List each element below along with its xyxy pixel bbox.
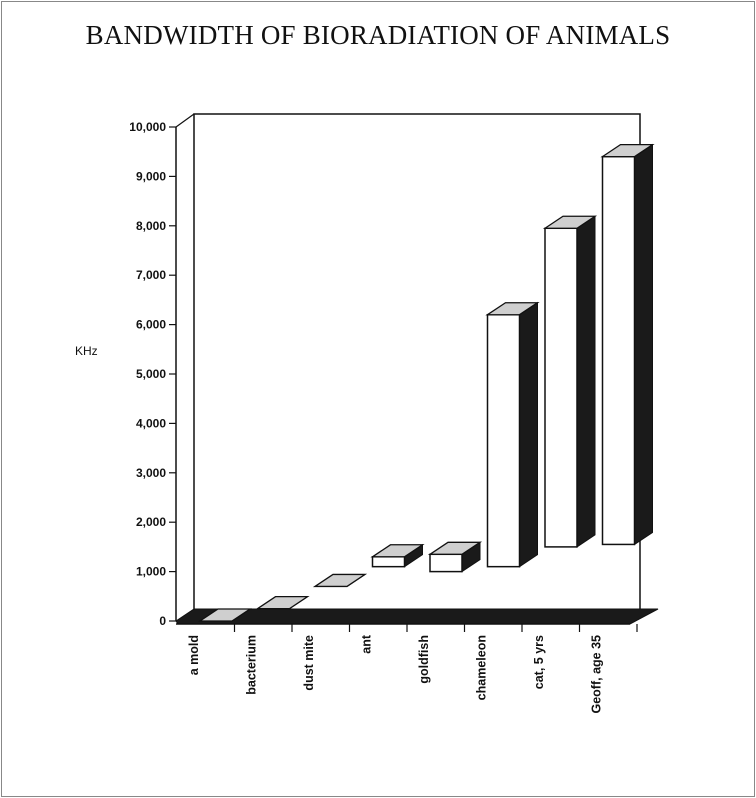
bar-front: [544, 227, 578, 548]
bar: [485, 301, 540, 568]
floor: [175, 608, 659, 625]
y-tick-label: 0: [159, 614, 166, 628]
bar-top: [427, 541, 483, 555]
x-tick-label: Geoff, age 35: [590, 635, 604, 714]
bar-top: [312, 573, 368, 588]
x-tick-label: goldfish: [417, 635, 431, 684]
bar-top: [255, 596, 310, 610]
chart-axes: [169, 113, 659, 632]
chart-bars: [197, 143, 655, 622]
bar-top: [197, 608, 253, 622]
y-tick-label: 7,000: [136, 268, 166, 282]
bar-front: [371, 556, 406, 568]
bar-top: [485, 302, 540, 316]
y-tick-label: 9,000: [136, 169, 166, 183]
x-tick-label: a mold: [187, 635, 201, 675]
y-tick-label: 10,000: [129, 120, 166, 134]
bar: [312, 573, 368, 588]
bar-side: [634, 143, 653, 546]
y-tick-label: 6,000: [136, 318, 166, 332]
y-tick-label: 4,000: [136, 416, 166, 430]
bar-front: [429, 553, 463, 573]
bar: [197, 608, 253, 622]
bar: [255, 596, 310, 610]
x-tick-label: bacterium: [245, 635, 259, 695]
y-tick-label: 2,000: [136, 515, 166, 529]
bar: [427, 541, 483, 573]
y-tick-label: 8,000: [136, 219, 166, 233]
bar-side: [576, 215, 596, 548]
bar: [542, 215, 598, 548]
x-tick-label: ant: [360, 634, 374, 654]
x-tick-label: cat, 5 yrs: [532, 635, 546, 689]
x-tick-label: chameleon: [475, 635, 489, 700]
y-tick-label: 3,000: [136, 466, 166, 480]
y-tick-label: 5,000: [136, 367, 166, 381]
chart-title: BANDWIDTH OF BIORADIATION OF ANIMALS: [85, 20, 671, 50]
bar-top: [542, 215, 598, 229]
bar: [600, 143, 655, 546]
bar-top: [370, 544, 425, 558]
y-tick-label: 1,000: [136, 565, 166, 579]
bar-side: [519, 301, 538, 568]
y-axis-label: KHz: [75, 344, 98, 358]
bar-top: [600, 143, 655, 158]
bar-front: [486, 313, 521, 568]
bar-front: [601, 155, 636, 546]
bar: [370, 543, 425, 568]
x-tick-label: dust mite: [302, 635, 316, 691]
wall-corner-line: [175, 113, 195, 128]
chart-labels: 0 1,000 2,000 3,000 4,000 5,000 6,000 7,000 8,00…: [75, 120, 604, 714]
